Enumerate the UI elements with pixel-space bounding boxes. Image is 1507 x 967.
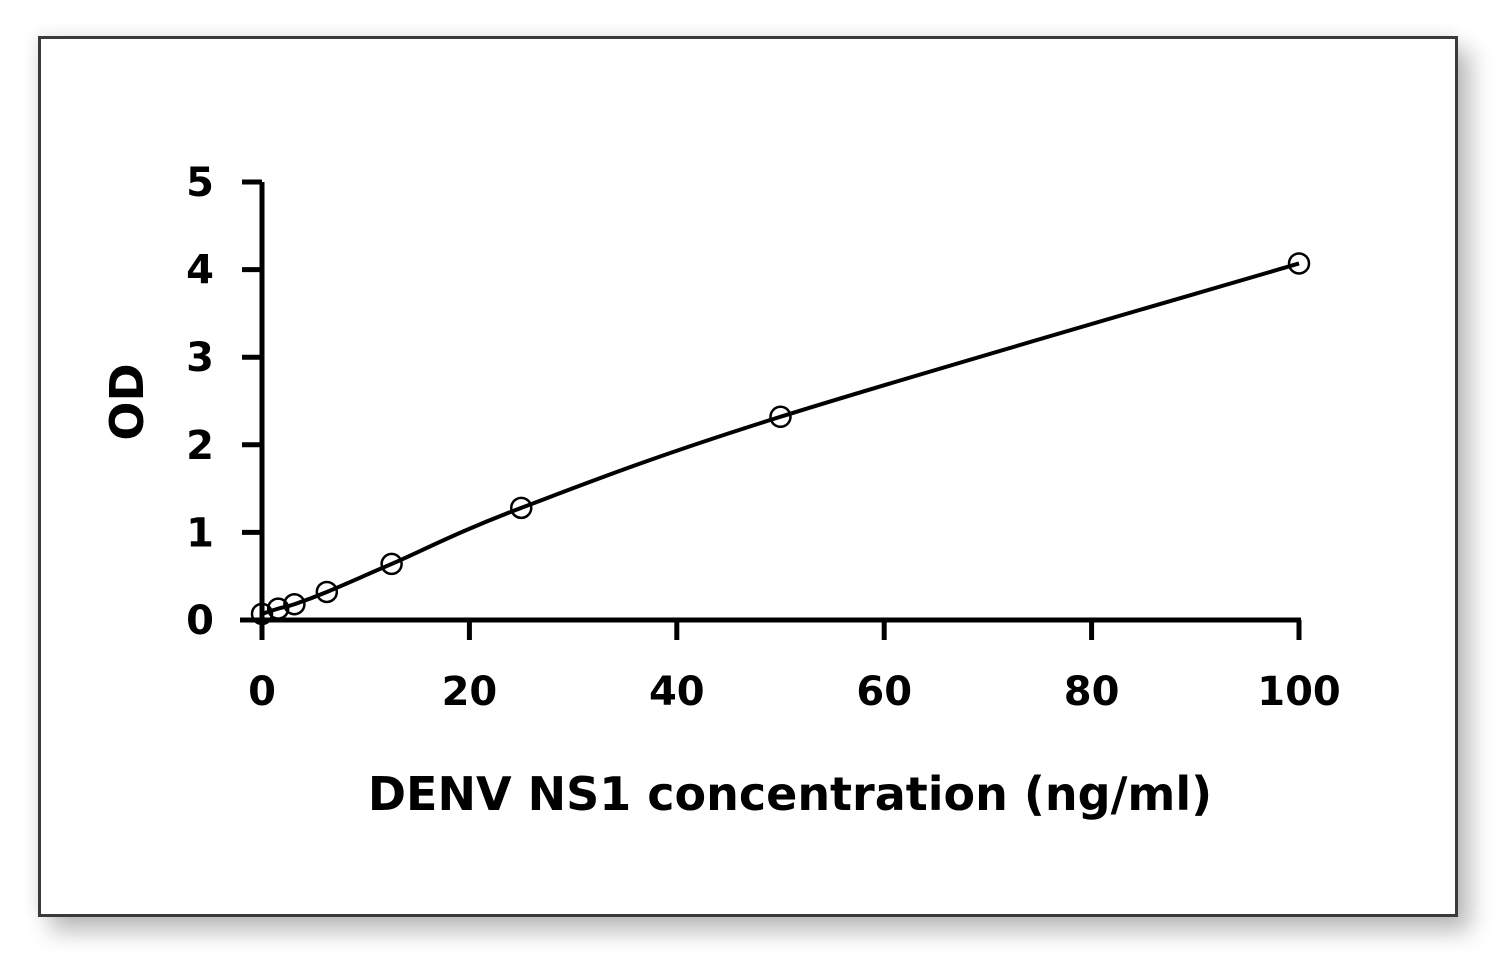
data-point xyxy=(315,580,339,604)
y-axis-label: OD xyxy=(100,363,154,440)
y-tick-label: 5 xyxy=(186,160,214,206)
data-point xyxy=(250,602,274,626)
x-tick-label: 100 xyxy=(1257,669,1341,715)
data-point xyxy=(283,592,306,616)
y-tick-label: 1 xyxy=(186,510,214,556)
chart-frame xyxy=(38,36,1458,917)
y-tick-label: 4 xyxy=(186,248,214,294)
x-axis-label: DENV NS1 concentration (ng/ml) xyxy=(368,767,1212,821)
data-points xyxy=(250,252,1311,626)
y-axis-ticks: 0 1 2 3 4 5 xyxy=(186,160,262,644)
axes xyxy=(240,182,1301,623)
y-tick-label: 2 xyxy=(186,423,214,469)
x-tick-label: 60 xyxy=(856,669,912,715)
y-tick-label: 0 xyxy=(186,598,214,644)
x-tick-label: 20 xyxy=(442,669,498,715)
data-point xyxy=(769,405,792,429)
y-tick-label: 3 xyxy=(186,335,214,381)
x-axis-ticks: 0 20 40 60 80 100 xyxy=(248,620,1341,715)
data-point xyxy=(510,496,533,520)
x-tick-label: 40 xyxy=(649,669,705,715)
data-point xyxy=(380,552,403,576)
data-point xyxy=(1287,252,1311,275)
data-point xyxy=(266,597,290,620)
x-tick-label: 80 xyxy=(1064,669,1120,715)
x-tick-label: 0 xyxy=(248,669,276,715)
fit-curve xyxy=(261,261,1300,616)
